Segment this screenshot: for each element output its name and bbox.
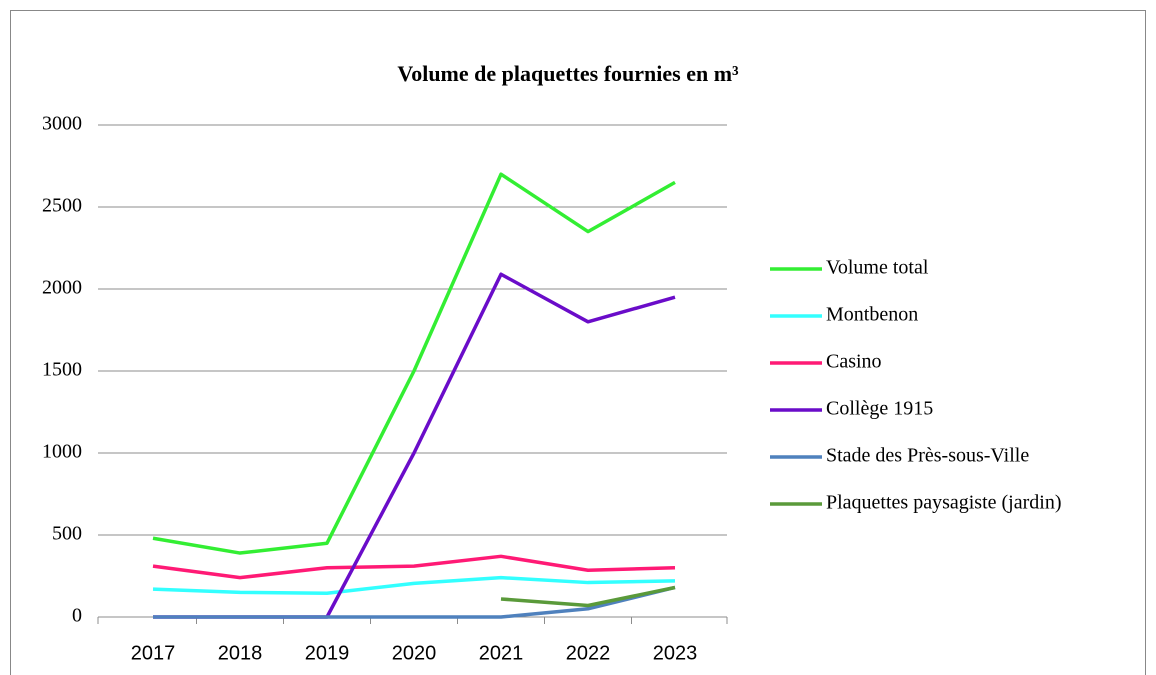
x-tick-label: 2020 bbox=[392, 642, 437, 664]
series-line bbox=[152, 575, 676, 595]
series-line bbox=[152, 554, 676, 580]
series-line bbox=[152, 172, 676, 555]
legend-label: Casino bbox=[826, 351, 882, 373]
y-tick-label: 1000 bbox=[42, 441, 82, 463]
x-tick-label: 2023 bbox=[653, 642, 698, 664]
legend-label: Montbenon bbox=[826, 304, 918, 326]
y-tick-label: 500 bbox=[52, 523, 82, 545]
series-line bbox=[153, 585, 676, 619]
x-tick-label: 2022 bbox=[566, 642, 611, 664]
series-line bbox=[500, 585, 676, 608]
x-tick-label: 2017 bbox=[131, 642, 176, 664]
legend-label: Volume total bbox=[826, 257, 929, 279]
y-tick-label: 0 bbox=[72, 605, 82, 627]
legend-label: Plaquettes paysagiste (jardin) bbox=[826, 492, 1062, 514]
legend-label: Stade des Près-sous-Ville bbox=[826, 445, 1029, 467]
y-tick-label: 2000 bbox=[42, 277, 82, 299]
y-tick-label: 2500 bbox=[42, 195, 82, 217]
chart-frame bbox=[10, 10, 1146, 675]
y-tick-label: 3000 bbox=[42, 113, 82, 135]
x-tick-label: 2019 bbox=[305, 642, 350, 664]
x-tick-label: 2018 bbox=[218, 642, 263, 664]
y-tick-label: 1500 bbox=[42, 359, 82, 381]
legend-label: Collège 1915 bbox=[826, 398, 933, 420]
chart-title: Volume de plaquettes fournies en m³ bbox=[397, 61, 739, 86]
x-tick-label: 2021 bbox=[479, 642, 524, 664]
